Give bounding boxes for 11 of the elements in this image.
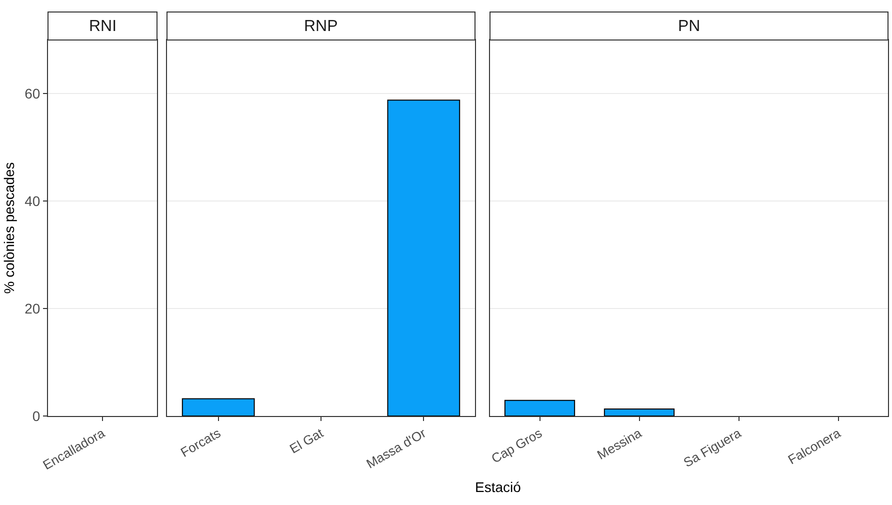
x-tick-label: El Gat — [286, 425, 326, 456]
x-axis-title: Estació — [475, 479, 522, 495]
chart-title: RNP — [304, 18, 338, 35]
x-tick-label: Cap Gros — [488, 425, 545, 466]
chart-title: RNI — [89, 18, 117, 35]
y-tick-label: 40 — [24, 193, 40, 210]
chart-title: PN — [678, 18, 700, 35]
y-tick-label: 20 — [24, 300, 40, 316]
y-tick-label: 60 — [24, 86, 40, 102]
y-tick-label: 0 — [32, 408, 40, 424]
y-axis-title: % colònies pescades — [1, 162, 18, 294]
